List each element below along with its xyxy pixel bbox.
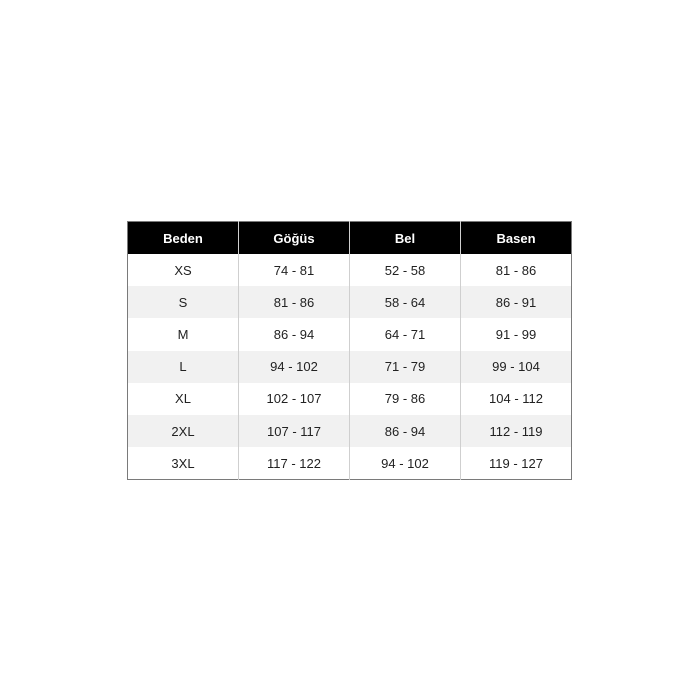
cell-gogus: 107 - 117 (238, 414, 350, 448)
header-beden: Beden (127, 221, 239, 254)
table-row: 2XL 107 - 117 86 - 94 112 - 119 (127, 414, 572, 448)
cell-basen: 119 - 127 (460, 447, 572, 480)
table-row: L 94 - 102 71 - 79 99 - 104 (127, 350, 572, 383)
table-row: XL 102 - 107 79 - 86 104 - 112 (128, 382, 572, 415)
cell-bel: 86 - 94 (349, 414, 461, 448)
cell-bel: 64 - 71 (349, 318, 461, 351)
cell-bel: 58 - 64 (349, 286, 461, 319)
header-row: Beden Göğüs Bel Basen (127, 221, 572, 254)
table-row: 3XL 117 - 122 94 - 102 119 - 127 (128, 447, 572, 480)
cell-size: 3XL (171, 455, 195, 471)
cell-bel: 79 - 86 (349, 382, 461, 415)
cell-size: M (177, 326, 189, 342)
size-chart-table: Beden Göğüs Bel Basen XS 74 - 81 52 - 58 81… (127, 221, 572, 481)
cell-gogus: 94 - 102 (238, 350, 350, 383)
cell-size: 2XL (127, 414, 239, 448)
cell-gogus: 117 - 122 (238, 447, 350, 480)
cell-gogus: 86 - 94 (238, 318, 350, 351)
cell-bel: 71 - 79 (349, 350, 461, 383)
cell-basen: 104 - 112 (460, 382, 572, 415)
cell-size: L (127, 350, 239, 383)
header-bel: Bel (349, 221, 461, 254)
cell-size: XS (174, 262, 192, 278)
cell-gogus: 81 - 86 (238, 286, 350, 319)
cell-basen: 91 - 99 (460, 318, 572, 351)
cell-basen: 99 - 104 (460, 350, 572, 383)
cell-gogus: 102 - 107 (238, 382, 350, 415)
cell-bel: 94 - 102 (349, 447, 461, 480)
cell-bel: 52 - 58 (349, 254, 461, 287)
header-basen: Basen (460, 221, 572, 254)
table-row: XS 74 - 81 52 - 58 81 - 86 (128, 254, 572, 287)
table-row: S 81 - 86 58 - 64 86 - 91 (127, 286, 572, 319)
header-gogus: Göğüs (238, 221, 350, 254)
cell-size: S (127, 286, 239, 319)
cell-basen: 112 - 119 (460, 414, 572, 448)
cell-size: XL (175, 391, 191, 407)
cell-basen: 86 - 91 (460, 286, 572, 319)
cell-basen: 81 - 86 (460, 254, 572, 287)
cell-gogus: 74 - 81 (238, 254, 350, 287)
table-row: M 86 - 94 64 - 71 91 - 99 (128, 318, 572, 351)
